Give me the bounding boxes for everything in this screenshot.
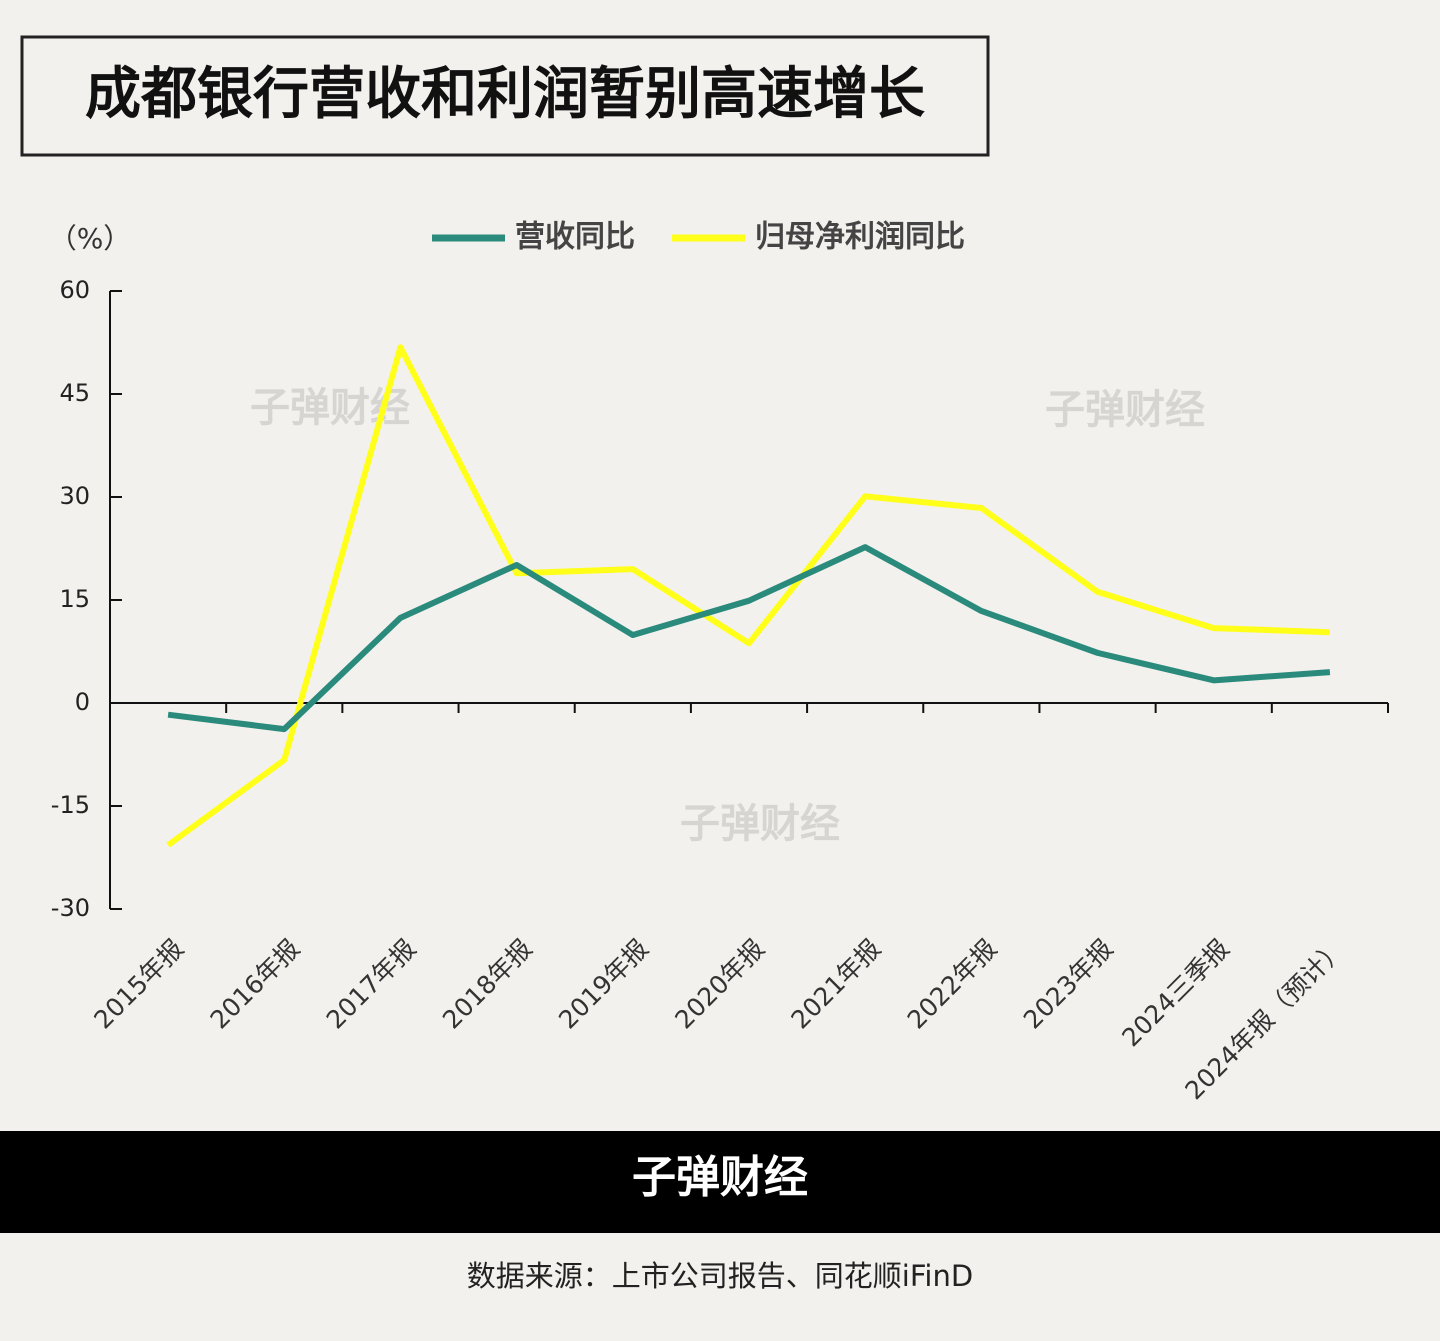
brand: 子弹财经: [632, 1152, 808, 1203]
y-tick-label: -15: [51, 791, 90, 819]
watermark: 子弹财经: [680, 801, 840, 847]
source-note: 数据来源：上市公司报告、同花顺iFinD: [467, 1259, 973, 1293]
series-line: [166, 344, 1331, 848]
watermark: 子弹财经: [1045, 387, 1205, 433]
y-tick-label: 60: [59, 276, 90, 304]
footer-band: [0, 1131, 1440, 1233]
y-tick-label: 45: [59, 379, 90, 407]
series-line: [167, 544, 1331, 733]
legend-label: 归母净利润同比: [755, 220, 965, 255]
legend-label: 营收同比: [515, 220, 635, 255]
chart-title: 成都银行营收和利润暂别高速增长: [85, 62, 925, 127]
y-tick-label: -30: [51, 894, 90, 922]
y-tick-label: 30: [59, 482, 90, 510]
y-tick-label: 15: [59, 585, 90, 613]
title-box: [20, 35, 990, 157]
y-unit: （%）: [49, 222, 132, 255]
y-tick-label: 0: [75, 688, 90, 716]
